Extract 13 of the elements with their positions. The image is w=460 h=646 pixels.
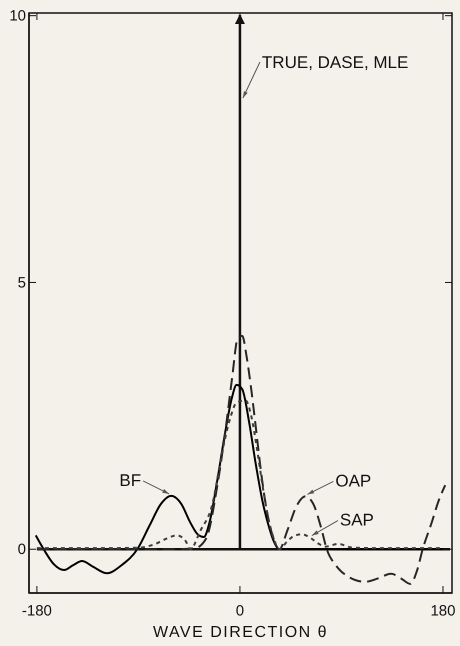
- x-tick-label: 180: [430, 602, 456, 620]
- series-label: OAP: [335, 471, 372, 490]
- x-tick-label: 0: [236, 602, 244, 620]
- line-series: [36, 334, 446, 585]
- y-tick-label: 5: [18, 274, 26, 292]
- series-label: SAP: [340, 510, 374, 530]
- x-axis-title: WAVE DIRECTION θ: [152, 624, 328, 641]
- series-label: BF: [119, 470, 142, 490]
- y-tick-label: 10: [9, 7, 26, 24]
- ref-line-label: TRUE, DASE, MLE: [262, 53, 408, 72]
- x-tick-label: -180: [22, 602, 52, 620]
- line-series: [34, 384, 444, 574]
- y-tick-label: 0: [18, 541, 26, 558]
